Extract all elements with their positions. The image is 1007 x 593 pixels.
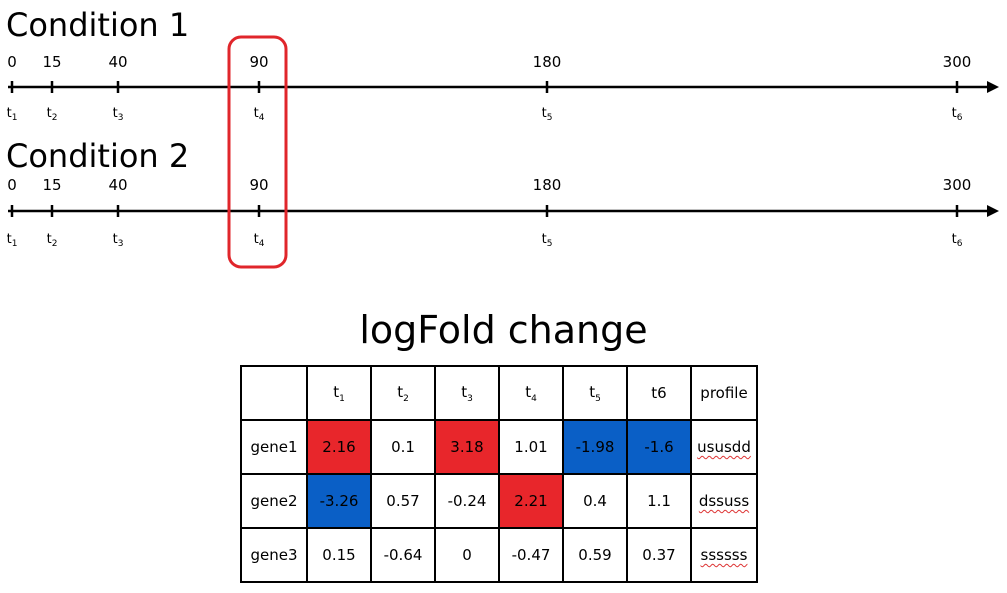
logfold-table: t1 t2 t3 t4 t5 t6 profile gene1 2.16 0.1 3.18 1.01-… — [240, 365, 758, 583]
logfold-value-cell: -0.24 — [434, 473, 500, 529]
timepoint-label: t4 — [254, 106, 265, 123]
logfold-value-cell: -1.98 — [562, 419, 628, 475]
tick-value-label: 40 — [108, 176, 127, 194]
profile-cell: ssssss — [690, 527, 758, 583]
tick-value-label: 180 — [533, 176, 562, 194]
table-row: gene2 -3.26 0.57 -0.24 2.21 0.4 1.1 dssuss — [240, 473, 758, 529]
column-header: t2 — [370, 365, 436, 421]
table-row: gene3 0.15 -0.64 0 -0.47 0.59 0.37 ssssss — [240, 527, 758, 583]
condition-title: Condition 2 — [6, 137, 189, 175]
logfold-value-cell: 0.15 — [306, 527, 372, 583]
profile-text: ususdd — [697, 438, 751, 456]
highlight-box-t4 — [227, 35, 288, 269]
logfold-value-cell: 2.16 — [306, 419, 372, 475]
timepoint-label: t1 — [7, 232, 18, 249]
column-header: t5 — [562, 365, 628, 421]
table-row: gene1 2.16 0.1 3.18 1.01 -1.98 -1.6 ususdd — [240, 419, 758, 475]
profile-cell: ususdd — [690, 419, 758, 475]
timepoint-label: t2 — [47, 232, 58, 249]
logfold-value-cell: 0.1 — [370, 419, 436, 475]
timepoint-label: t3 — [113, 106, 124, 123]
logfold-value-cell: 1.01 — [498, 419, 564, 475]
timepoint-label: t5 — [542, 106, 553, 123]
gene-name-cell: gene2 — [240, 473, 308, 529]
condition-title: Condition 1 — [6, 6, 189, 44]
tick-value-label: 0 — [7, 53, 17, 71]
gene-name-cell: gene3 — [240, 527, 308, 583]
column-header: t6 — [626, 365, 692, 421]
column-header: t4 — [498, 365, 564, 421]
logfold-value-cell: -1.6 — [626, 419, 692, 475]
tick-value-label: 300 — [943, 176, 972, 194]
axis-arrowhead — [987, 205, 999, 217]
tick-value-label: 90 — [249, 176, 268, 194]
column-header: profile — [690, 365, 758, 421]
logfold-value-cell: 0.59 — [562, 527, 628, 583]
logfold-value-cell: 0.57 — [370, 473, 436, 529]
profile-cell: dssuss — [690, 473, 758, 529]
timepoint-label: t3 — [113, 232, 124, 249]
timeline-diagram: Condition 1 0 t1 15 t2 40 t3 90 t4 180 t5 300 t6 Cond… — [6, 6, 999, 269]
timepoint-label: t6 — [952, 106, 963, 123]
logfold-value-cell: 2.21 — [498, 473, 564, 529]
tick-value-label: 0 — [7, 176, 17, 194]
timepoint-label: t2 — [47, 106, 58, 123]
tick-value-label: 15 — [42, 53, 61, 71]
logfold-value-cell: -0.64 — [370, 527, 436, 583]
timepoint-label: t5 — [542, 232, 553, 249]
timelines: Condition 1 0 t1 15 t2 40 t3 90 t4 180 t5 300 t6 Cond… — [6, 6, 999, 249]
logfold-value-cell: -0.47 — [498, 527, 564, 583]
tick-value-label: 40 — [108, 53, 127, 71]
table-header-row: t1 t2 t3 t4 t5 t6 profile — [240, 365, 758, 421]
logfold-value-cell: 1.1 — [626, 473, 692, 529]
profile-text: ssssss — [700, 546, 748, 564]
tick-value-label: 15 — [42, 176, 61, 194]
axis-arrowhead — [987, 81, 999, 93]
tick-value-label: 180 — [533, 53, 562, 71]
logfold-value-cell: 0.37 — [626, 527, 692, 583]
logfold-value-cell: 3.18 — [434, 419, 500, 475]
timepoint-label: t1 — [7, 106, 18, 123]
table-corner-cell — [240, 365, 308, 421]
tick-value-label: 90 — [249, 53, 268, 71]
gene-name-cell: gene1 — [240, 419, 308, 475]
column-header: t1 — [306, 365, 372, 421]
timepoint-label: t6 — [952, 232, 963, 249]
logfold-value-cell: -3.26 — [306, 473, 372, 529]
column-header: t3 — [434, 365, 500, 421]
profile-text: dssuss — [698, 492, 750, 510]
logfold-value-cell: 0.4 — [562, 473, 628, 529]
logfold-value-cell: 0 — [434, 527, 500, 583]
table-title: logFold change — [359, 308, 648, 352]
timepoint-label: t4 — [254, 232, 265, 249]
tick-value-label: 300 — [943, 53, 972, 71]
